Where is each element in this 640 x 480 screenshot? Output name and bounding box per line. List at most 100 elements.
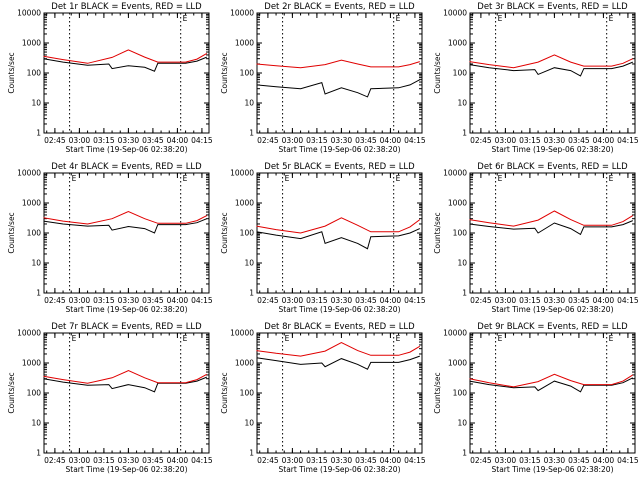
x-tick-label: 04:15 [617,456,639,465]
x-tick-label: 03:15 [306,136,328,145]
plot-title: Det 2r BLACK = Events, RED = LLD [264,2,415,12]
x-tick-label: 04:15 [617,136,639,145]
plot-title: Det 7r BLACK = Events, RED = LLD [51,322,202,332]
y-tick-label: 1 [462,129,467,138]
interval-marker: E [183,14,188,23]
x-axis-label: Start Time (19-Sep-06 02:38:20) [279,465,401,474]
x-tick-label: 03:15 [519,456,541,465]
y-tick-label: 1 [36,289,41,298]
x-tick-label: 03:15 [306,456,328,465]
x-tick-label: 04:15 [191,136,213,145]
x-tick-label: 04:00 [167,136,189,145]
y-tick-label: 10000 [443,9,467,18]
x-tick-label: 03:45 [568,296,590,305]
chart-panel-7: Det 7r BLACK = Events, RED = LLD 1 10 100 10… [7,322,213,474]
x-tick-label: 02:45 [470,456,492,465]
x-tick-label: 03:00 [282,136,304,145]
y-tick-label: 100 [453,69,468,78]
x-tick-label: 03:30 [331,136,353,145]
y-tick-label: 10 [31,419,41,428]
plot-frame [469,332,636,454]
y-tick-label: 100 [453,389,468,398]
plot-title: Det 4r BLACK = Events, RED = LLD [51,162,202,172]
x-axis-label: Start Time (19-Sep-06 02:38:20) [279,305,401,314]
chart-panel-6: Det 6r BLACK = Events, RED = LLD 1 10 100 10… [433,162,639,314]
y-axis-label: Counts/sec [220,372,229,413]
plot-frame [256,332,423,454]
y-tick-label: 10 [244,99,254,108]
events-rate-line [256,79,421,98]
interval-marker: E [285,174,290,183]
plot-frame [469,12,636,134]
x-tick-label: 03:00 [282,296,304,305]
y-tick-label: 10000 [17,329,41,338]
x-tick-label: 03:15 [306,296,328,305]
x-tick-label: 04:00 [593,136,615,145]
events-rate-line [469,377,634,393]
y-axis-label: Counts/sec [433,372,442,413]
plot-frame [43,12,210,134]
x-tick-label: 04:00 [380,136,402,145]
x-axis-label: Start Time (19-Sep-06 02:38:20) [66,305,188,314]
y-axis-label: Counts/sec [7,52,16,93]
x-tick-label: 04:00 [167,296,189,305]
x-tick-label: 03:45 [355,296,377,305]
y-tick-label: 10000 [230,9,254,18]
y-tick-label: 10 [31,259,41,268]
plot-frame [43,172,210,294]
lld-rate-line [469,210,634,227]
x-tick-label: 02:45 [470,296,492,305]
x-tick-label: 03:30 [118,136,140,145]
y-tick-label: 10000 [17,9,41,18]
interval-marker: E [609,334,614,343]
x-tick-label: 03:30 [331,456,353,465]
x-tick-label: 03:45 [142,456,164,465]
y-axis-label: Counts/sec [220,212,229,253]
interval-marker: E [498,174,503,183]
x-tick-label: 04:15 [404,456,426,465]
lld-rate-line [256,217,421,234]
x-tick-label: 04:00 [167,456,189,465]
plot-title: Det 6r BLACK = Events, RED = LLD [477,162,628,172]
y-tick-label: 1 [36,449,41,458]
x-tick-label: 03:15 [519,136,541,145]
events-rate-line [256,355,420,370]
x-tick-label: 03:30 [544,456,566,465]
interval-marker: E [396,174,401,183]
x-tick-label: 02:45 [257,456,279,465]
y-tick-label: 1000 [448,359,467,368]
chart-panel-2: Det 2r BLACK = Events, RED = LLD 1 10 100 10… [220,2,426,154]
y-tick-label: 10000 [443,329,467,338]
events-rate-line [43,218,207,234]
y-axis-label: Counts/sec [220,52,229,93]
x-axis-label: Start Time (19-Sep-06 02:38:20) [492,145,614,154]
y-tick-label: 1 [36,129,41,138]
x-tick-label: 03:45 [568,136,590,145]
y-tick-label: 1 [462,289,467,298]
y-tick-label: 10000 [443,169,467,178]
y-axis-label: Counts/sec [7,372,16,413]
chart-panel-5: Det 5r BLACK = Events, RED = LLD 1 10 100 10… [220,162,426,314]
y-tick-label: 1 [249,289,254,298]
x-axis-label: Start Time (19-Sep-06 02:38:20) [279,145,401,154]
x-tick-label: 02:45 [470,136,492,145]
y-tick-label: 1 [462,449,467,458]
x-tick-label: 03:45 [355,456,377,465]
x-tick-label: 04:15 [617,296,639,305]
chart-panel-8: Det 8r BLACK = Events, RED = LLD 1 10 100 10… [220,322,426,474]
events-rate-line [43,376,207,393]
x-tick-label: 03:30 [544,296,566,305]
chart-panel-4: Det 4r BLACK = Events, RED = LLD 1 10 100 10… [7,162,213,314]
plot-frame [43,332,210,454]
y-tick-label: 100 [27,69,42,78]
x-tick-label: 03:45 [142,296,164,305]
y-tick-label: 1 [249,129,254,138]
x-tick-label: 02:45 [257,296,279,305]
x-tick-label: 03:00 [69,136,91,145]
plot-title: Det 9r BLACK = Events, RED = LLD [477,322,628,332]
y-tick-label: 10000 [17,169,41,178]
x-tick-label: 03:00 [495,456,517,465]
y-tick-label: 10 [244,259,254,268]
interval-marker: E [498,334,503,343]
